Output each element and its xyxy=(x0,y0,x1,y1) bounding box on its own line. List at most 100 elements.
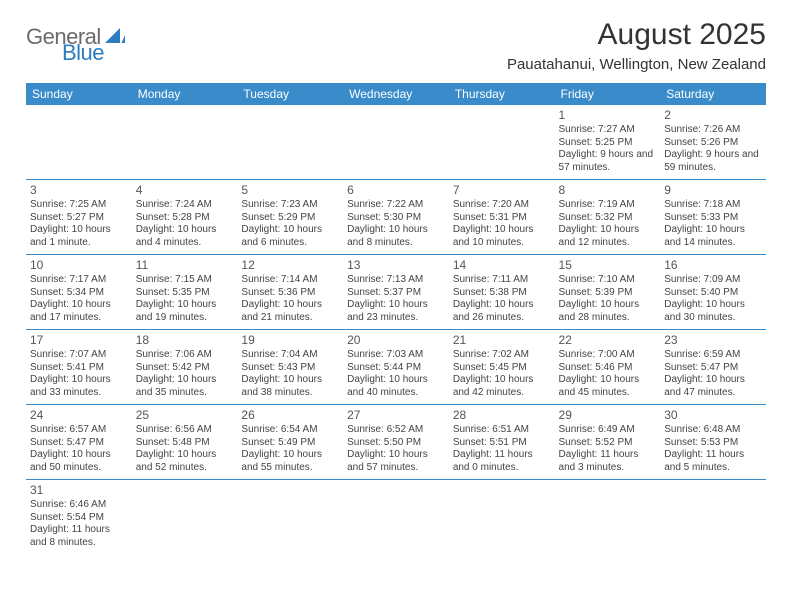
sunrise-line: Sunrise: 6:46 AM xyxy=(30,499,128,512)
sunrise-line: Sunrise: 7:10 AM xyxy=(559,274,657,287)
sunrise-line: Sunrise: 7:17 AM xyxy=(30,274,128,287)
sunrise-line: Sunrise: 7:02 AM xyxy=(453,349,551,362)
page-title: August 2025 xyxy=(507,18,766,52)
logo-text-blue: Blue xyxy=(62,40,104,65)
calendar-cell-empty xyxy=(132,480,238,555)
title-block: August 2025 Pauatahanui, Wellington, New… xyxy=(507,18,766,73)
sunrise-line: Sunrise: 6:49 AM xyxy=(559,424,657,437)
calendar-cell: 1Sunrise: 7:27 AMSunset: 5:25 PMDaylight… xyxy=(555,105,661,180)
day-number: 5 xyxy=(241,183,339,198)
daylight-line: Daylight: 10 hours and 6 minutes. xyxy=(241,224,339,249)
sunrise-line: Sunrise: 7:19 AM xyxy=(559,199,657,212)
day-number: 16 xyxy=(664,258,762,273)
sunrise-line: Sunrise: 7:09 AM xyxy=(664,274,762,287)
calendar-cell: 29Sunrise: 6:49 AMSunset: 5:52 PMDayligh… xyxy=(555,405,661,480)
day-number: 14 xyxy=(453,258,551,273)
day-number: 7 xyxy=(453,183,551,198)
sunrise-line: Sunrise: 6:52 AM xyxy=(347,424,445,437)
sunset-line: Sunset: 5:42 PM xyxy=(136,362,234,375)
sunrise-line: Sunrise: 7:22 AM xyxy=(347,199,445,212)
sunrise-line: Sunrise: 7:18 AM xyxy=(664,199,762,212)
day-number: 26 xyxy=(241,408,339,423)
day-number: 9 xyxy=(664,183,762,198)
sunset-line: Sunset: 5:45 PM xyxy=(453,362,551,375)
sunset-line: Sunset: 5:30 PM xyxy=(347,212,445,225)
calendar-cell-empty xyxy=(449,480,555,555)
sunset-line: Sunset: 5:34 PM xyxy=(30,287,128,300)
calendar-header-row: SundayMondayTuesdayWednesdayThursdayFrid… xyxy=(26,83,766,105)
daylight-line: Daylight: 10 hours and 30 minutes. xyxy=(664,299,762,324)
daylight-line: Daylight: 10 hours and 35 minutes. xyxy=(136,374,234,399)
sunset-line: Sunset: 5:41 PM xyxy=(30,362,128,375)
sunset-line: Sunset: 5:46 PM xyxy=(559,362,657,375)
daylight-line: Daylight: 10 hours and 45 minutes. xyxy=(559,374,657,399)
day-number: 17 xyxy=(30,333,128,348)
daylight-line: Daylight: 11 hours and 3 minutes. xyxy=(559,449,657,474)
weekday-header: Saturday xyxy=(660,83,766,105)
calendar-row: 10Sunrise: 7:17 AMSunset: 5:34 PMDayligh… xyxy=(26,255,766,330)
sunrise-line: Sunrise: 6:56 AM xyxy=(136,424,234,437)
sunrise-line: Sunrise: 6:54 AM xyxy=(241,424,339,437)
daylight-line: Daylight: 10 hours and 8 minutes. xyxy=(347,224,445,249)
calendar-cell-empty xyxy=(237,105,343,180)
sunset-line: Sunset: 5:54 PM xyxy=(30,512,128,525)
sunrise-line: Sunrise: 7:27 AM xyxy=(559,124,657,137)
sunset-line: Sunset: 5:47 PM xyxy=(30,437,128,450)
sunset-line: Sunset: 5:28 PM xyxy=(136,212,234,225)
calendar-row: 17Sunrise: 7:07 AMSunset: 5:41 PMDayligh… xyxy=(26,330,766,405)
calendar-cell: 9Sunrise: 7:18 AMSunset: 5:33 PMDaylight… xyxy=(660,180,766,255)
calendar-cell: 26Sunrise: 6:54 AMSunset: 5:49 PMDayligh… xyxy=(237,405,343,480)
sunrise-line: Sunrise: 6:59 AM xyxy=(664,349,762,362)
sunrise-line: Sunrise: 6:51 AM xyxy=(453,424,551,437)
daylight-line: Daylight: 10 hours and 50 minutes. xyxy=(30,449,128,474)
sunset-line: Sunset: 5:40 PM xyxy=(664,287,762,300)
calendar-row: 3Sunrise: 7:25 AMSunset: 5:27 PMDaylight… xyxy=(26,180,766,255)
sunset-line: Sunset: 5:27 PM xyxy=(30,212,128,225)
day-number: 28 xyxy=(453,408,551,423)
sunset-line: Sunset: 5:48 PM xyxy=(136,437,234,450)
sunset-line: Sunset: 5:35 PM xyxy=(136,287,234,300)
sunset-line: Sunset: 5:39 PM xyxy=(559,287,657,300)
day-number: 1 xyxy=(559,108,657,123)
calendar-row: 31Sunrise: 6:46 AMSunset: 5:54 PMDayligh… xyxy=(26,480,766,555)
day-number: 4 xyxy=(136,183,234,198)
daylight-line: Daylight: 10 hours and 33 minutes. xyxy=(30,374,128,399)
calendar-cell: 18Sunrise: 7:06 AMSunset: 5:42 PMDayligh… xyxy=(132,330,238,405)
daylight-line: Daylight: 10 hours and 4 minutes. xyxy=(136,224,234,249)
day-number: 24 xyxy=(30,408,128,423)
sunrise-line: Sunrise: 7:13 AM xyxy=(347,274,445,287)
sunrise-line: Sunrise: 6:48 AM xyxy=(664,424,762,437)
calendar-cell: 17Sunrise: 7:07 AMSunset: 5:41 PMDayligh… xyxy=(26,330,132,405)
sunset-line: Sunset: 5:26 PM xyxy=(664,137,762,150)
sunset-line: Sunset: 5:31 PM xyxy=(453,212,551,225)
calendar-cell: 19Sunrise: 7:04 AMSunset: 5:43 PMDayligh… xyxy=(237,330,343,405)
daylight-line: Daylight: 10 hours and 12 minutes. xyxy=(559,224,657,249)
calendar-body: 1Sunrise: 7:27 AMSunset: 5:25 PMDaylight… xyxy=(26,105,766,554)
sunrise-line: Sunrise: 7:04 AM xyxy=(241,349,339,362)
daylight-line: Daylight: 10 hours and 19 minutes. xyxy=(136,299,234,324)
day-number: 31 xyxy=(30,483,128,498)
daylight-line: Daylight: 9 hours and 59 minutes. xyxy=(664,149,762,174)
sunrise-line: Sunrise: 6:57 AM xyxy=(30,424,128,437)
sunset-line: Sunset: 5:49 PM xyxy=(241,437,339,450)
sunset-line: Sunset: 5:44 PM xyxy=(347,362,445,375)
sunset-line: Sunset: 5:47 PM xyxy=(664,362,762,375)
calendar-cell: 3Sunrise: 7:25 AMSunset: 5:27 PMDaylight… xyxy=(26,180,132,255)
day-number: 12 xyxy=(241,258,339,273)
sunset-line: Sunset: 5:53 PM xyxy=(664,437,762,450)
sunrise-line: Sunrise: 7:15 AM xyxy=(136,274,234,287)
logo-sail-icon xyxy=(105,26,125,49)
daylight-line: Daylight: 10 hours and 1 minute. xyxy=(30,224,128,249)
day-number: 20 xyxy=(347,333,445,348)
daylight-line: Daylight: 10 hours and 14 minutes. xyxy=(664,224,762,249)
calendar-cell: 10Sunrise: 7:17 AMSunset: 5:34 PMDayligh… xyxy=(26,255,132,330)
daylight-line: Daylight: 10 hours and 40 minutes. xyxy=(347,374,445,399)
calendar-cell: 28Sunrise: 6:51 AMSunset: 5:51 PMDayligh… xyxy=(449,405,555,480)
calendar-cell-empty xyxy=(660,480,766,555)
day-number: 29 xyxy=(559,408,657,423)
daylight-line: Daylight: 10 hours and 42 minutes. xyxy=(453,374,551,399)
daylight-line: Daylight: 11 hours and 0 minutes. xyxy=(453,449,551,474)
sunset-line: Sunset: 5:43 PM xyxy=(241,362,339,375)
day-number: 30 xyxy=(664,408,762,423)
sunrise-line: Sunrise: 7:00 AM xyxy=(559,349,657,362)
